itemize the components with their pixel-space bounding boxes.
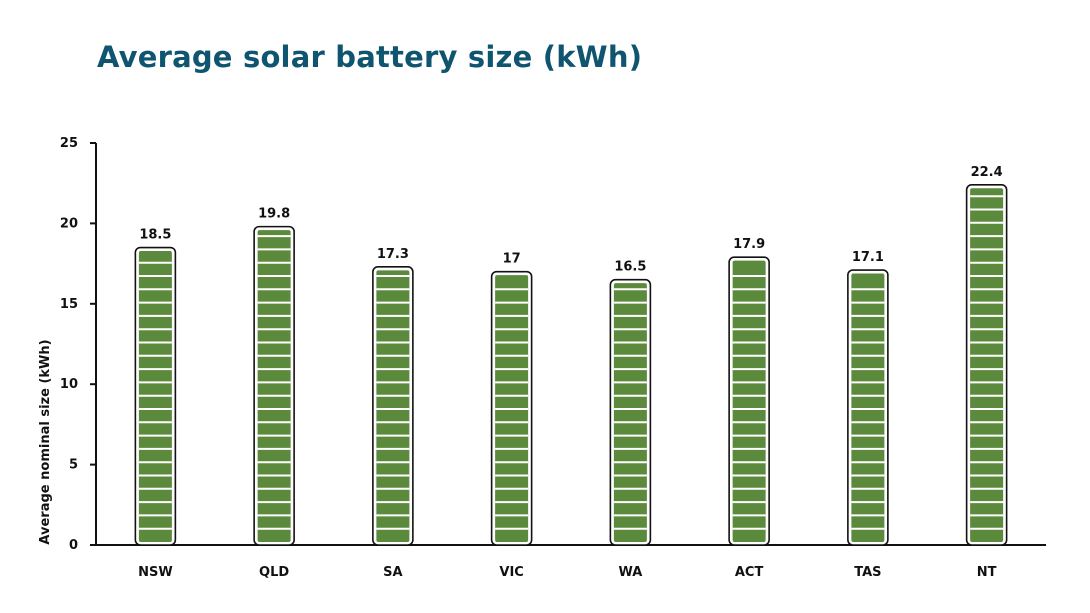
data-label: 17.3 <box>377 247 409 262</box>
bar-tas: 17.1 <box>847 250 889 546</box>
bar-wa: 16.5 <box>609 260 652 546</box>
y-tick-label: 0 <box>69 538 78 553</box>
x-tick-label: TAS <box>854 565 881 580</box>
chart-title: Average solar battery size (kWh) <box>97 40 643 74</box>
x-tick-label: VIC <box>499 565 523 580</box>
bar-nsw: 18.5 <box>134 228 177 546</box>
y-axis: 0 5 10 15 20 25 <box>60 136 97 553</box>
data-label: 16.5 <box>614 260 646 275</box>
bar-nt: 22.4 <box>965 165 1008 546</box>
data-label: 19.8 <box>258 207 290 222</box>
bar-qld: 19.8 <box>253 207 295 546</box>
x-tick-label: NT <box>977 565 997 580</box>
bars: 18.5 19.8 17.3 17 16.5 17.9 17.1 22.4 <box>134 165 1008 546</box>
x-tick-label: SA <box>383 565 402 580</box>
data-label: 17.9 <box>733 237 765 252</box>
data-label: 18.5 <box>139 228 171 243</box>
data-label: 17 <box>503 252 521 267</box>
x-axis: NSW QLD SA VIC WA ACT TAS NT <box>95 544 1046 580</box>
y-tick-label: 20 <box>60 216 78 231</box>
x-tick-label: WA <box>618 565 642 580</box>
y-tick-label: 5 <box>69 458 78 473</box>
x-tick-label: NSW <box>138 565 173 580</box>
y-tick-label: 10 <box>60 377 78 392</box>
x-tick-label: QLD <box>259 565 289 580</box>
bar-fill <box>732 260 766 542</box>
y-axis-label: Average nominal size (kWh) <box>38 339 53 544</box>
bar-sa: 17.3 <box>372 247 414 546</box>
bar-fill <box>376 270 410 542</box>
data-label: 22.4 <box>971 165 1003 180</box>
bar-act: 17.9 <box>728 237 770 546</box>
x-tick-label: ACT <box>735 565 764 580</box>
y-tick-label: 25 <box>60 136 78 151</box>
bar-fill <box>257 230 291 542</box>
data-label: 17.1 <box>852 250 884 265</box>
bar-vic: 17 <box>490 252 533 546</box>
bar-fill <box>613 283 647 542</box>
y-tick-label: 15 <box>60 297 78 312</box>
